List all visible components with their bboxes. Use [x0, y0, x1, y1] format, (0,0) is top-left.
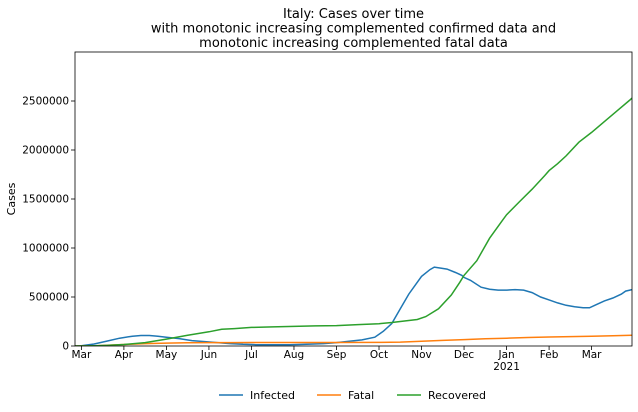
x-tick-label: Jan: [497, 349, 514, 361]
legend-label-recovered: Recovered: [428, 389, 486, 402]
chart-title-line-2: with monotonic increasing complemented c…: [151, 22, 556, 37]
y-tick-label: 2000000: [22, 145, 69, 157]
x-tick-label: Apr: [115, 349, 134, 361]
y-ticks: 0 500000 1000000 1500000 2000000 2500000: [22, 96, 75, 353]
legend: Infected Fatal Recovered: [219, 389, 486, 402]
x-tick-label: Nov: [411, 349, 432, 361]
x-tick-label: Oct: [370, 349, 388, 361]
x-tick-label: Dec: [454, 349, 475, 361]
x-tick-label: Jun: [200, 349, 217, 361]
y-tick-label: 2500000: [22, 96, 69, 108]
x-tick-label: Feb: [540, 349, 559, 361]
y-tick-label: 1500000: [22, 194, 69, 206]
legend-label-infected: Infected: [250, 389, 295, 402]
plot-frame: [74, 51, 633, 347]
x-tick-label: Aug: [284, 349, 305, 361]
x-tick-label: Mar: [71, 349, 91, 361]
chart-title-line-3: monotonic increasing complemented fatal …: [199, 36, 508, 51]
x-tick-label: Mar: [582, 349, 602, 361]
series-line-fatal: [75, 334, 632, 346]
series-line-recovered: [75, 97, 632, 346]
series-line-infected: [75, 266, 632, 346]
x-tick-label: Jul: [244, 349, 258, 361]
y-tick-label: 500000: [29, 292, 69, 304]
y-tick-label: 0: [62, 341, 69, 353]
legend-label-fatal: Fatal: [348, 389, 374, 402]
x-tick-label: May: [156, 349, 178, 361]
x-tick-label: Sep: [327, 349, 347, 361]
y-axis-label: Cases: [5, 182, 18, 215]
chart-title-line-1: Italy: Cases over time: [283, 7, 424, 22]
x-tick-sublabel: 2021: [493, 361, 520, 373]
series-lines: [75, 97, 632, 346]
y-tick-label: 1000000: [22, 243, 69, 255]
axes: [74, 51, 633, 347]
